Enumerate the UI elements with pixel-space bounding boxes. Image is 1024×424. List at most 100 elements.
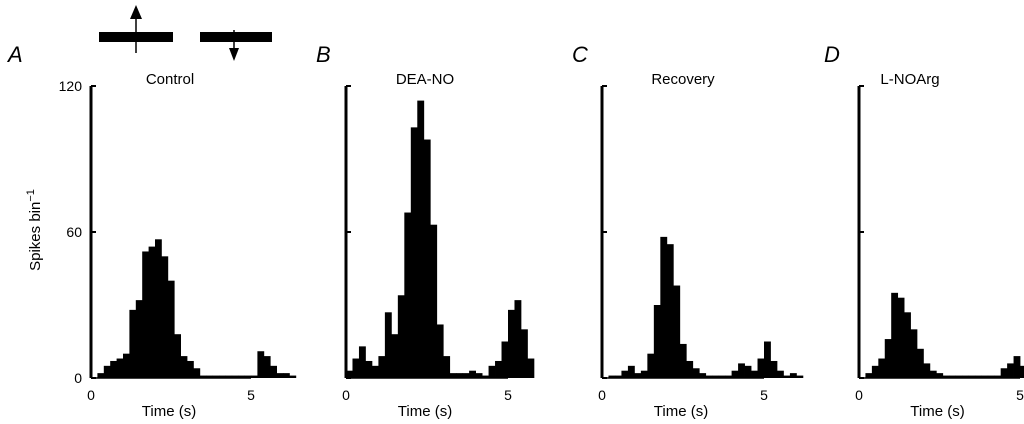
histogram-bar	[391, 334, 399, 378]
panel-title: DEA-NO	[396, 71, 454, 88]
panel-a: A Control 0 60 120 0 5 Time (s)	[6, 42, 297, 420]
histogram-bar	[270, 365, 277, 378]
histogram-bar	[634, 373, 642, 378]
histogram-bar	[929, 370, 937, 378]
histogram-bar	[469, 370, 476, 378]
histogram-bar	[627, 365, 635, 378]
histogram-bar	[936, 373, 944, 378]
histogram-bar	[614, 375, 622, 378]
histogram-bar	[352, 358, 360, 378]
histogram-bar	[283, 373, 290, 378]
histogram-bar	[378, 356, 386, 378]
histogram-bar	[865, 373, 873, 378]
panel-b: B DEA-NO 0 5 Time (s)	[316, 42, 535, 420]
histogram-bar	[475, 373, 483, 378]
histogram-bar	[878, 358, 886, 378]
panel-title: L-NOArg	[880, 71, 939, 88]
histogram-bar	[263, 356, 271, 378]
histogram-bar	[456, 373, 464, 378]
histogram-bar	[751, 370, 758, 378]
panel-letter: A	[6, 42, 23, 67]
histogram-bar	[608, 375, 616, 378]
y-axis-label-text: Spikes bin	[27, 202, 44, 271]
histogram-bar	[757, 358, 765, 378]
histogram-bar	[904, 312, 911, 378]
histogram-bar	[891, 292, 899, 378]
histogram-bar	[384, 312, 392, 378]
histogram-bar	[161, 256, 169, 378]
histogram-bar	[371, 365, 379, 378]
histogram-bar	[744, 365, 752, 378]
histogram-bar	[423, 139, 431, 378]
histogram-bar	[174, 334, 181, 378]
x-tick-label: 5	[760, 387, 768, 403]
down-arrow-icon	[229, 30, 239, 61]
histogram-bar	[712, 375, 720, 378]
histogram-bar	[1020, 365, 1024, 378]
histogram-bar	[686, 360, 694, 378]
histogram-bar	[193, 368, 201, 378]
panel-letter: C	[572, 42, 588, 67]
histogram-bar	[1013, 356, 1021, 378]
histogram-bar	[397, 295, 405, 378]
histogram-bar	[495, 360, 502, 378]
panel-d: D L-NOArg 0 5 Time (s)	[824, 42, 1024, 420]
histogram-bar	[871, 365, 879, 378]
histogram-bar	[462, 373, 470, 378]
histogram-bar	[653, 305, 661, 378]
histogram-bar	[968, 375, 976, 378]
histogram-bar	[129, 309, 137, 378]
histogram-bar	[257, 351, 265, 378]
histogram-bar	[148, 246, 156, 378]
x-tick-label: 5	[504, 387, 512, 403]
panel-title: Recovery	[651, 71, 715, 88]
histogram-bar	[212, 375, 220, 378]
histogram-bar	[1000, 368, 1008, 378]
histogram-bar	[417, 100, 425, 378]
x-axis-label: Time (s)	[142, 403, 196, 420]
x-tick-label: 5	[247, 387, 255, 403]
histogram-bar	[770, 360, 778, 378]
histogram-bar	[116, 358, 124, 378]
histogram-bar	[962, 375, 969, 378]
histogram-bar	[488, 365, 496, 378]
histogram-bar	[764, 341, 771, 378]
histogram-bar	[225, 375, 233, 378]
histogram-bar	[167, 280, 175, 378]
histogram-bar	[187, 360, 194, 378]
histogram-bar	[219, 375, 226, 378]
histogram-bar	[199, 375, 207, 378]
histogram-bar	[955, 375, 963, 378]
histogram-bar	[180, 356, 188, 378]
histogram-bar	[942, 375, 950, 378]
histogram-bar	[251, 375, 258, 378]
x-tick-label: 5	[1016, 387, 1024, 403]
histogram-bar	[289, 375, 297, 378]
histogram-bar	[231, 375, 239, 378]
histogram-bar	[974, 375, 982, 378]
histogram-bar	[97, 373, 105, 378]
histogram-bar	[103, 365, 111, 378]
histogram-bar	[142, 251, 149, 378]
histogram-bar	[508, 309, 515, 378]
y-tick-label: 0	[74, 370, 82, 386]
histogram-bar	[110, 360, 117, 378]
histogram-bar	[666, 244, 674, 378]
histogram-bar	[346, 370, 353, 378]
histogram-bar	[155, 239, 162, 378]
histogram-bar	[206, 375, 213, 378]
histogram-bar	[449, 373, 457, 378]
x-axis-label: Time (s)	[398, 403, 452, 420]
histogram-bar	[404, 212, 412, 378]
histogram-bar	[660, 236, 668, 378]
x-axis-label: Time (s)	[910, 403, 964, 420]
y-tick-label: 120	[59, 78, 83, 94]
histogram-bar	[430, 224, 438, 378]
histogram-bar	[725, 375, 732, 378]
histogram-bar	[789, 373, 797, 378]
histogram-bar	[365, 360, 373, 378]
histogram-bar	[238, 375, 245, 378]
histogram-bar	[123, 353, 130, 378]
histogram-bar	[640, 370, 648, 378]
